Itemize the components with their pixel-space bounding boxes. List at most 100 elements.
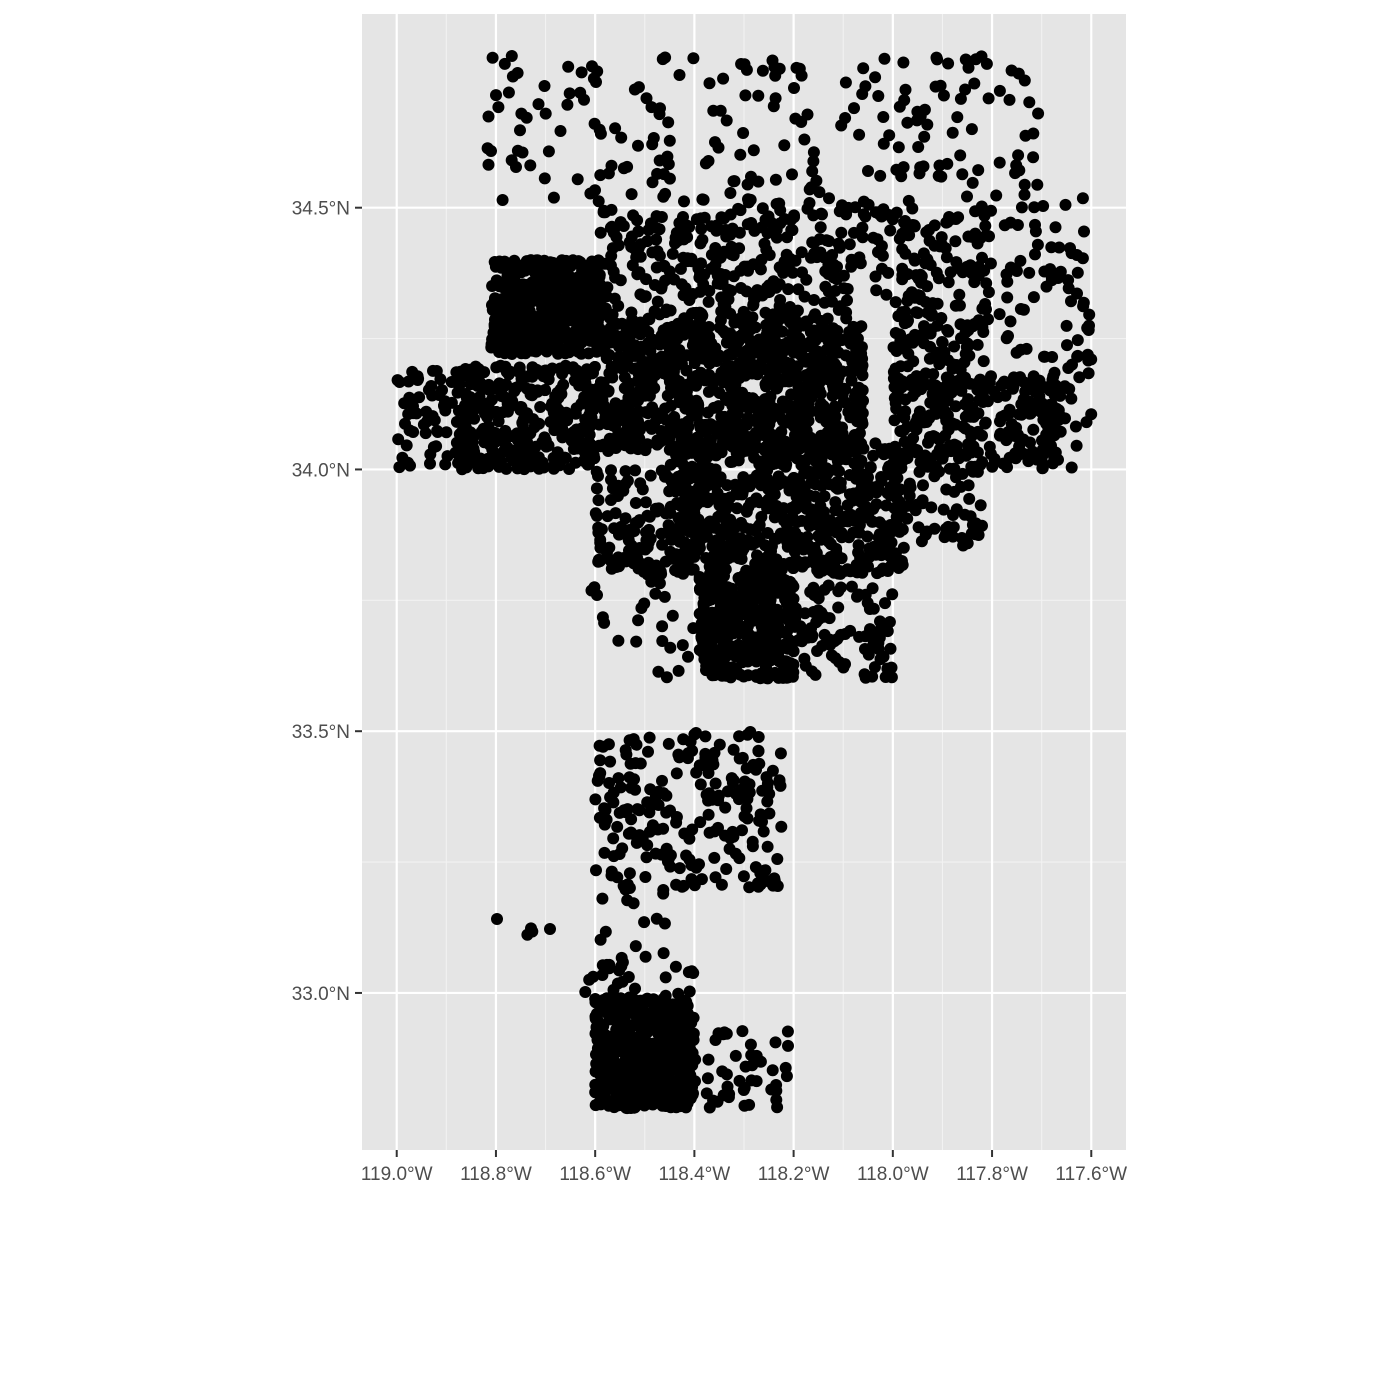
data-point	[1070, 439, 1083, 452]
data-point	[672, 748, 685, 761]
data-point	[805, 251, 817, 264]
data-point	[542, 439, 555, 452]
data-point	[650, 912, 663, 925]
data-point	[681, 415, 694, 428]
data-point	[917, 479, 929, 492]
data-point	[785, 388, 798, 401]
data-point	[924, 340, 937, 353]
data-point	[848, 457, 861, 470]
data-point	[942, 57, 955, 70]
data-point	[914, 110, 927, 123]
data-point	[685, 859, 698, 872]
data-point	[646, 401, 659, 414]
data-point	[977, 355, 990, 368]
data-point	[644, 469, 657, 482]
data-point	[589, 184, 601, 197]
data-point	[801, 340, 814, 353]
data-point	[993, 156, 1006, 169]
data-point	[905, 439, 918, 452]
data-point	[759, 864, 772, 877]
data-point	[609, 271, 622, 284]
data-point	[695, 222, 708, 235]
data-point	[822, 554, 835, 567]
data-point	[726, 455, 739, 468]
data-point	[663, 134, 676, 147]
data-point	[954, 448, 967, 461]
data-point	[901, 360, 914, 373]
data-point	[778, 514, 790, 527]
data-point	[884, 642, 897, 655]
data-point	[1011, 219, 1024, 231]
data-point	[901, 420, 914, 433]
data-point	[400, 439, 413, 452]
data-point	[956, 467, 969, 480]
data-point	[641, 235, 654, 248]
data-point	[770, 223, 783, 236]
data-point	[883, 616, 896, 628]
data-point	[832, 601, 845, 614]
data-point	[492, 415, 505, 428]
data-point	[716, 583, 729, 596]
data-point	[537, 318, 550, 331]
data-point	[522, 294, 535, 307]
data-point	[702, 295, 715, 308]
data-point	[897, 541, 910, 554]
data-point	[791, 634, 804, 647]
data-point	[626, 1033, 639, 1046]
data-point	[830, 542, 843, 555]
data-point	[896, 558, 909, 571]
data-point	[880, 288, 893, 301]
data-point	[1080, 416, 1093, 429]
data-point	[680, 364, 693, 377]
data-point	[404, 459, 416, 472]
data-point	[962, 479, 975, 492]
data-point	[560, 330, 573, 343]
data-point	[1069, 420, 1082, 433]
data-point	[901, 512, 914, 525]
data-point	[562, 261, 575, 274]
data-point	[544, 923, 556, 935]
data-point	[956, 168, 969, 181]
data-point	[699, 730, 712, 743]
data-point	[633, 384, 646, 397]
data-point	[605, 494, 617, 506]
data-point	[612, 299, 625, 312]
data-point	[426, 389, 439, 402]
data-point	[607, 226, 620, 239]
data-point	[772, 350, 785, 363]
data-point	[595, 440, 608, 453]
data-point	[763, 787, 776, 800]
data-point	[614, 781, 627, 794]
data-point	[919, 528, 932, 541]
data-point	[833, 241, 846, 254]
data-point	[1014, 303, 1027, 315]
data-point	[794, 620, 807, 633]
data-point	[699, 457, 711, 470]
data-point	[815, 321, 828, 334]
data-point	[697, 352, 710, 365]
data-point	[1023, 96, 1036, 109]
data-point	[720, 863, 733, 875]
data-point	[525, 369, 537, 382]
data-point	[511, 144, 524, 157]
data-point	[657, 190, 670, 203]
data-point	[490, 361, 503, 374]
data-point	[1005, 64, 1018, 77]
data-point	[902, 194, 915, 207]
data-point	[937, 384, 950, 397]
data-point	[1070, 249, 1083, 261]
data-point	[873, 631, 886, 644]
data-point	[856, 478, 868, 491]
data-point	[754, 878, 767, 891]
data-point	[587, 449, 600, 462]
data-point	[724, 208, 737, 221]
data-point	[644, 532, 657, 545]
data-point	[747, 144, 760, 157]
data-point	[694, 778, 707, 791]
data-point	[939, 242, 952, 255]
data-point	[839, 76, 852, 89]
data-point	[737, 870, 750, 883]
data-point	[843, 531, 855, 544]
data-point	[757, 825, 770, 838]
